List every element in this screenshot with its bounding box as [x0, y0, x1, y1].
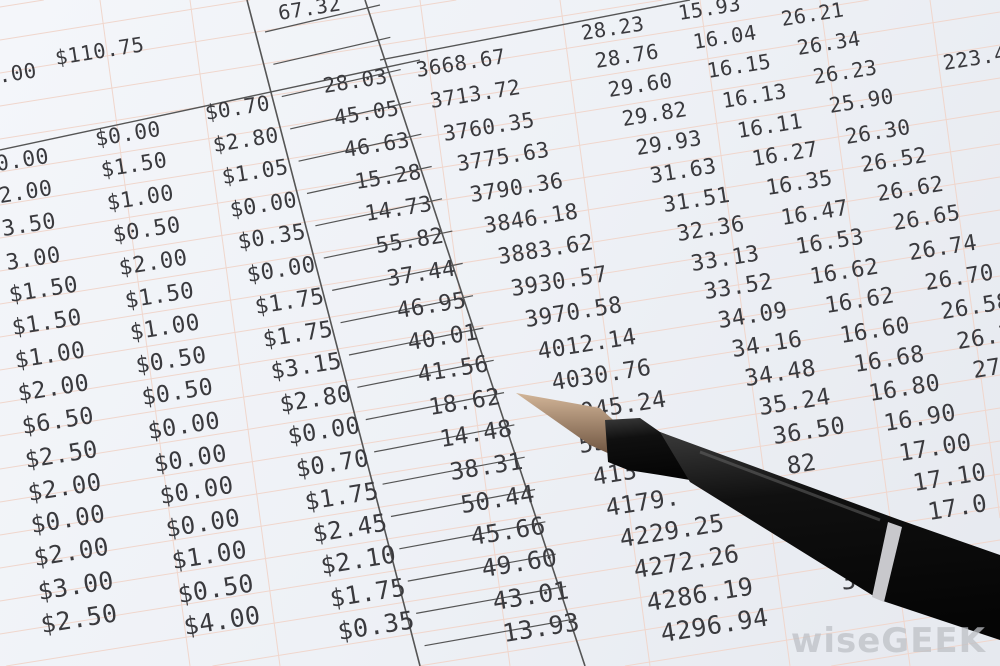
pen-nib	[516, 393, 622, 455]
row-gridline	[0, 176, 1000, 338]
column-border	[246, 0, 421, 666]
row-gridline	[0, 308, 1000, 470]
row-gridline	[0, 341, 1000, 503]
row-gridline	[0, 407, 1000, 569]
column-gridline	[189, 0, 281, 666]
box-row-border	[306, 165, 432, 195]
box-row-border	[332, 262, 463, 291]
header-border	[0, 59, 421, 151]
row-gridline	[0, 0, 457, 74]
box-row-border	[374, 424, 515, 453]
pen-ring	[872, 522, 902, 602]
row-gridline	[0, 0, 869, 140]
box-row-border	[424, 618, 577, 647]
row-gridline	[0, 44, 1000, 206]
column-gridline	[929, 0, 1000, 519]
row-gridline	[0, 77, 1000, 239]
row-gridline	[0, 0, 251, 41]
box-row-border	[357, 359, 494, 388]
watermark-logo: wiseGEEK	[790, 620, 986, 661]
row-gridline	[0, 275, 1000, 437]
box-row-border	[348, 327, 484, 356]
row-gridline	[0, 11, 1000, 173]
box-row-border	[365, 392, 505, 421]
row-gridline	[0, 110, 1000, 272]
box-row-border	[323, 230, 453, 259]
box-row-border	[390, 488, 536, 518]
row-gridline	[0, 440, 1000, 602]
box-row-border	[273, 36, 391, 65]
row-gridline	[0, 209, 1000, 371]
box-row-border	[281, 69, 401, 98]
column-gridline	[559, 0, 651, 666]
box-row-border	[416, 585, 567, 614]
row-gridline	[0, 0, 44, 8]
row-gridline	[0, 374, 1000, 536]
box-row-border	[315, 198, 443, 227]
row-gridline	[0, 143, 1000, 305]
row-gridline	[0, 242, 1000, 404]
row-gridline	[831, 638, 1000, 666]
header-border	[379, 0, 691, 61]
pen-barrel	[660, 432, 1000, 640]
box-row-border	[399, 521, 546, 550]
row-gridline	[0, 0, 663, 107]
box-row-border	[407, 553, 556, 582]
box-row-border	[340, 295, 474, 324]
box-row-border	[298, 133, 422, 162]
box-row-border	[382, 456, 525, 485]
column-gridline	[419, 0, 511, 666]
column-gridline	[99, 0, 191, 666]
pen-highlight	[699, 450, 881, 522]
box-row-border	[290, 101, 412, 130]
pen-grip	[605, 418, 700, 480]
box-row-border	[264, 4, 381, 33]
column-gridline	[699, 0, 791, 666]
